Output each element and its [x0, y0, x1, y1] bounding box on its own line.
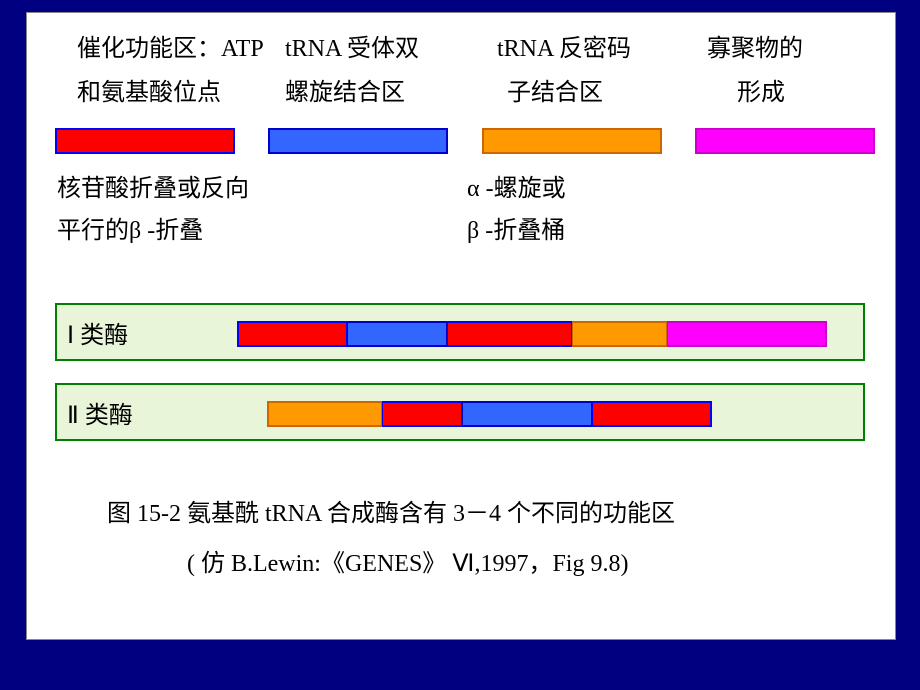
enzyme2-bars: [267, 401, 712, 427]
enzyme1-bars: [237, 321, 827, 347]
enzyme1-seg-3: [572, 321, 667, 347]
col1-label-line1: 催化功能区：ATP: [77, 31, 264, 67]
enzyme1-seg-1: [347, 321, 447, 347]
enzyme2-seg-2: [462, 401, 592, 427]
enzyme1-seg-4: [667, 321, 827, 347]
col2-label-line1: tRNA 受体双: [285, 31, 419, 67]
col4-label-line2: 形成: [737, 75, 785, 111]
col4-label-line1: 寡聚物的: [707, 31, 803, 67]
below-left-line2: 平行的β -折叠: [57, 213, 203, 249]
col2-label-line2: 螺旋结合区: [285, 75, 405, 111]
legend-bar-0: [55, 128, 235, 154]
col3-label-line1: tRNA 反密码: [497, 31, 631, 67]
legend-bar-3: [695, 128, 875, 154]
col3-label-line2: 子结合区: [507, 75, 603, 111]
enzyme-panel-1: Ⅰ 类酶: [55, 303, 865, 361]
caption-line1: 图 15-2 氨基酰 tRNA 合成酶含有 3－4 个不同的功能区: [107, 493, 675, 528]
below-right-line1: α -螺旋或: [467, 171, 566, 207]
legend-bar-2: [482, 128, 662, 154]
enzyme2-seg-0: [267, 401, 382, 427]
caption-line2: ( 仿 B.Lewin:《GENES》 Ⅵ,1997，Fig 9.8): [187, 543, 628, 578]
enzyme2-seg-1: [382, 401, 462, 427]
enzyme-panel-2: Ⅱ 类酶: [55, 383, 865, 441]
enzyme2-seg-3: [592, 401, 712, 427]
legend-bars: [55, 128, 875, 158]
col1-label-line2: 和氨基酸位点: [77, 75, 221, 111]
below-right-line2: β -折叠桶: [467, 213, 565, 249]
enzyme2-label: Ⅱ 类酶: [67, 395, 133, 430]
enzyme1-label: Ⅰ 类酶: [67, 315, 128, 350]
below-left-line1: 核苷酸折叠或反向: [57, 171, 249, 207]
legend-bar-1: [268, 128, 448, 154]
diagram-panel: 催化功能区：ATP tRNA 受体双 tRNA 反密码 寡聚物的 和氨基酸位点 …: [26, 12, 896, 640]
enzyme1-seg-2: [447, 321, 572, 347]
enzyme1-seg-0: [237, 321, 347, 347]
